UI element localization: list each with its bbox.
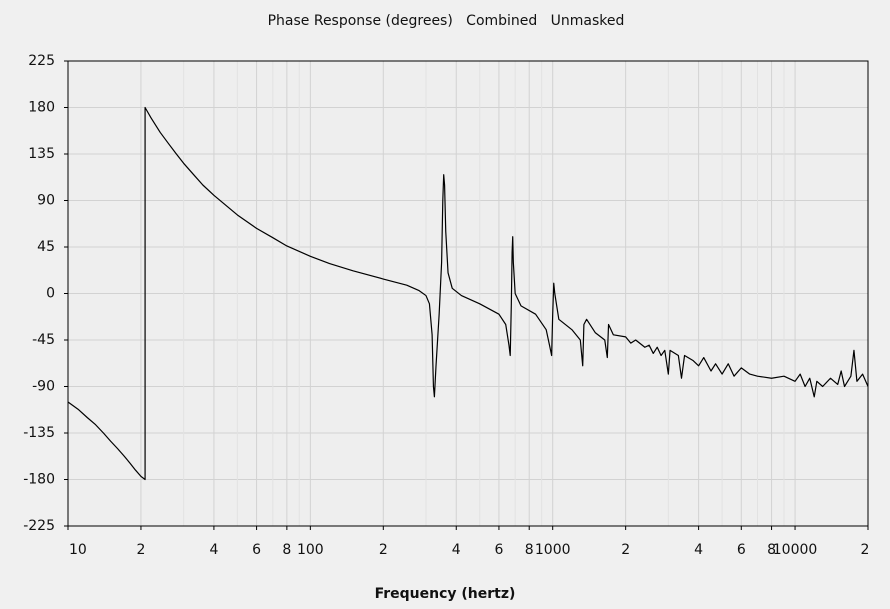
plot-frame	[67, 60, 869, 527]
data-line	[67, 106, 869, 481]
y-tick-label: 135	[28, 146, 55, 162]
y-tick-label: 180	[28, 100, 55, 116]
x-tick-label: 8	[282, 542, 291, 558]
y-tick-label: 45	[37, 239, 55, 255]
y-tick-label: -45	[32, 332, 55, 348]
y-tick-label: -135	[23, 425, 55, 441]
x-tick-label: 8	[767, 542, 776, 558]
y-tick-label: -180	[23, 472, 55, 488]
x-tick-label: 2	[621, 542, 630, 558]
x-tick-label: 4	[452, 542, 461, 558]
y-tick-label: -90	[32, 379, 55, 395]
grid	[67, 60, 869, 527]
x-tick-label: 4	[694, 542, 703, 558]
x-tick-label: 8	[525, 542, 534, 558]
chart-title: Phase Response (degrees) Combined Unmask…	[268, 13, 625, 29]
y-tick-label: -225	[23, 518, 55, 534]
x-tick-label: 2	[861, 542, 870, 558]
y-tick-label: 225	[28, 53, 55, 69]
y-tick-label: 0	[46, 286, 55, 302]
x-tick-label: 100	[297, 542, 324, 558]
x-tick-label: 2	[136, 542, 145, 558]
x-tick-label: 2	[379, 542, 388, 558]
marks	[64, 60, 869, 530]
y-tick-label: 90	[37, 193, 55, 209]
x-axis-label: Frequency (hertz)	[375, 586, 516, 602]
x-tick-label: 10	[69, 542, 87, 558]
x-tick-label: 6	[252, 542, 261, 558]
x-tick-label: 4	[209, 542, 218, 558]
x-tick-label: 1000	[535, 542, 571, 558]
x-tick-label: 10000	[773, 542, 818, 558]
x-tick-label: 6	[737, 542, 746, 558]
x-tick-label: 6	[494, 542, 503, 558]
